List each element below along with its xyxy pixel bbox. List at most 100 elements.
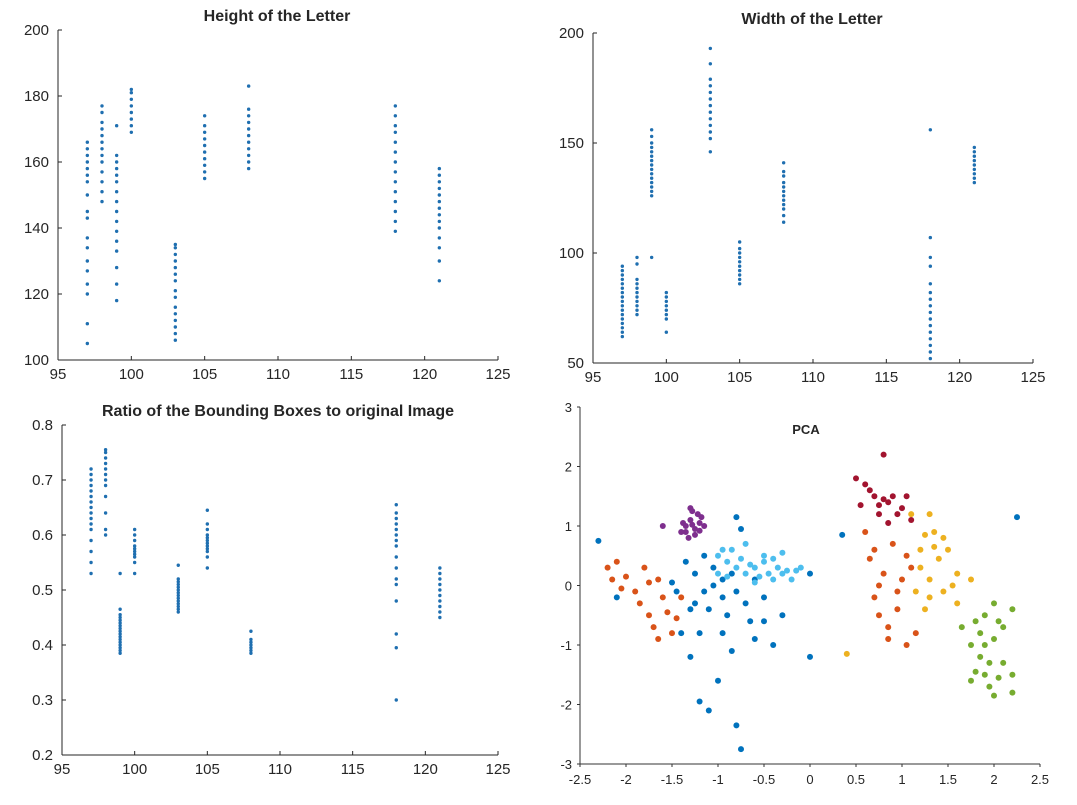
data-point bbox=[103, 450, 108, 455]
y-tick-label: 120 bbox=[24, 286, 49, 303]
data-point bbox=[797, 564, 804, 571]
data-point bbox=[991, 692, 997, 699]
data-point bbox=[880, 451, 887, 458]
data-point bbox=[737, 255, 742, 260]
data-point bbox=[132, 533, 137, 537]
data-point bbox=[968, 677, 974, 684]
data-point bbox=[173, 259, 178, 263]
data-point bbox=[205, 555, 210, 559]
data-point bbox=[751, 636, 758, 643]
data-point bbox=[618, 585, 625, 592]
data-point bbox=[114, 209, 119, 214]
data-point bbox=[394, 527, 398, 532]
x-tick-label: 105 bbox=[195, 761, 220, 778]
data-point bbox=[635, 312, 639, 317]
data-point bbox=[100, 104, 104, 108]
data-point bbox=[114, 229, 119, 233]
data-point bbox=[394, 632, 398, 636]
y-tick-label: 100 bbox=[559, 245, 584, 262]
data-point bbox=[708, 150, 713, 154]
data-point bbox=[981, 612, 988, 619]
data-point bbox=[781, 161, 786, 165]
data-point bbox=[876, 502, 882, 509]
data-point bbox=[659, 594, 666, 601]
data-point bbox=[899, 576, 905, 583]
data-point bbox=[118, 571, 122, 576]
data-point bbox=[692, 600, 698, 607]
data-point bbox=[972, 180, 977, 185]
data-point bbox=[972, 172, 977, 176]
data-point bbox=[931, 543, 938, 550]
data-point bbox=[650, 624, 657, 631]
y-tick-label: -1 bbox=[560, 638, 572, 653]
data-point bbox=[1009, 689, 1016, 696]
data-point bbox=[977, 630, 984, 637]
data-point bbox=[926, 594, 933, 601]
data-point bbox=[89, 494, 93, 499]
data-point bbox=[85, 173, 90, 177]
data-point bbox=[646, 612, 652, 619]
data-point bbox=[876, 612, 882, 619]
data-point bbox=[737, 268, 742, 273]
data-point bbox=[205, 527, 210, 532]
data-point bbox=[620, 264, 625, 268]
data-point bbox=[114, 298, 119, 303]
data-point bbox=[114, 160, 119, 164]
data-point bbox=[655, 636, 662, 643]
data-point bbox=[1000, 659, 1007, 666]
data-point bbox=[205, 544, 210, 548]
data-point bbox=[393, 170, 398, 174]
data-point bbox=[103, 527, 108, 532]
data-point bbox=[176, 591, 180, 595]
data-point bbox=[908, 517, 915, 524]
data-point bbox=[708, 130, 713, 134]
data-point bbox=[85, 259, 90, 263]
x-tick-label: 125 bbox=[485, 761, 510, 778]
data-point bbox=[246, 133, 251, 138]
y-tick-label: 180 bbox=[24, 88, 49, 105]
data-point bbox=[839, 531, 846, 538]
data-point bbox=[728, 546, 735, 553]
data-point bbox=[620, 286, 625, 290]
data-point bbox=[176, 593, 180, 598]
data-point bbox=[89, 472, 93, 477]
data-point bbox=[103, 494, 108, 499]
y-tick-label: 0.7 bbox=[32, 472, 53, 489]
data-point bbox=[738, 525, 744, 532]
data-point bbox=[945, 546, 951, 553]
data-point bbox=[742, 540, 749, 547]
data-point bbox=[205, 538, 210, 543]
data-point bbox=[954, 600, 961, 607]
x-tick-label: 120 bbox=[413, 761, 438, 778]
data-point bbox=[438, 588, 442, 592]
x-tick-label: 95 bbox=[585, 369, 602, 386]
data-point bbox=[114, 173, 119, 177]
data-point bbox=[972, 163, 977, 167]
data-point bbox=[664, 308, 669, 312]
data-point bbox=[85, 166, 90, 171]
data-point bbox=[935, 555, 942, 562]
data-point bbox=[85, 341, 90, 346]
data-point bbox=[664, 295, 669, 299]
data-point bbox=[437, 219, 442, 224]
data-point bbox=[635, 304, 639, 308]
data-point bbox=[866, 487, 873, 494]
data-point bbox=[100, 120, 104, 125]
data-point bbox=[664, 609, 671, 616]
data-point bbox=[100, 153, 104, 158]
data-point bbox=[928, 235, 933, 240]
data-point bbox=[620, 299, 625, 304]
data-point bbox=[908, 511, 915, 518]
data-point bbox=[649, 172, 654, 176]
data-point bbox=[708, 90, 713, 95]
data-point bbox=[781, 202, 786, 207]
data-point bbox=[649, 180, 654, 185]
x-tick-label: 120 bbox=[412, 366, 437, 383]
data-point bbox=[649, 134, 654, 139]
data-point bbox=[682, 528, 689, 535]
data-point bbox=[249, 648, 253, 653]
y-tick-label: 0.8 bbox=[32, 417, 53, 434]
data-point bbox=[710, 582, 717, 589]
data-point bbox=[205, 522, 210, 526]
data-point bbox=[715, 552, 721, 559]
